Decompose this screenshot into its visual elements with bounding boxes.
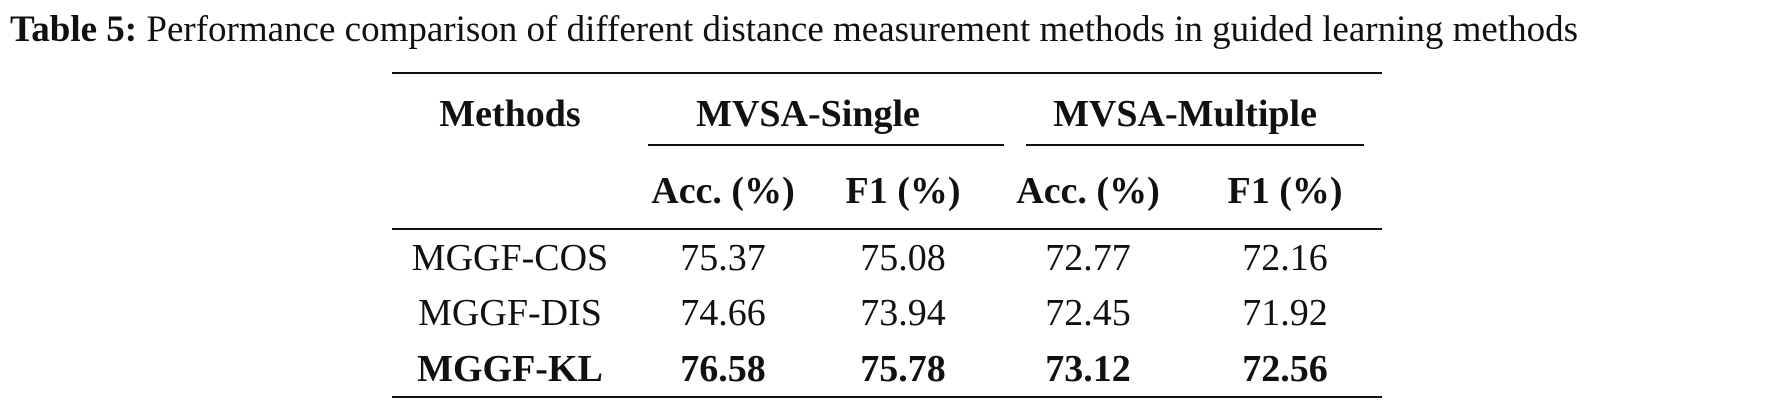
value-cell: 75.37 (680, 236, 766, 279)
value-cell: 75.08 (860, 236, 946, 279)
value-cell: 72.77 (1045, 236, 1131, 279)
value-cell: 72.16 (1242, 236, 1328, 279)
table-row: MGGF-COS 75.37 75.08 72.77 72.16 (392, 229, 1382, 285)
methods-header-spacer (392, 153, 628, 230)
group-header-mvsa-single: MVSA-Single (628, 72, 988, 153)
value-cell: 74.66 (680, 292, 766, 334)
metric-header: Acc. (%) (988, 153, 1188, 230)
method-cell: MGGF-COS (411, 236, 609, 279)
group-rule-mvsa-single (648, 144, 1004, 146)
group-header-mvsa-multiple: MVSA-Multiple (988, 72, 1382, 153)
value-cell: 72.56 (1188, 341, 1382, 398)
metric-header: F1 (%) (818, 153, 988, 230)
metric-header: Acc. (%) (628, 153, 818, 230)
method-cell: MGGF-DIS (418, 292, 602, 334)
metric-header: F1 (%) (1188, 153, 1382, 230)
results-table-container: Methods MVSA-Single MVSA-Multiple Acc. (… (392, 72, 1382, 420)
group-label-mvsa-multiple: MVSA-Multiple (1053, 92, 1317, 135)
value-cell: 73.94 (860, 292, 946, 334)
caption-label: Table 5: (10, 9, 138, 50)
group-rule-mvsa-multiple (1026, 144, 1364, 146)
methods-header: Methods (392, 72, 628, 153)
header-row-groups: Methods MVSA-Single MVSA-Multiple (392, 72, 1382, 153)
value-cell: 76.58 (628, 341, 818, 398)
group-label-mvsa-single: MVSA-Single (696, 92, 920, 135)
results-table: Methods MVSA-Single MVSA-Multiple Acc. (… (392, 72, 1382, 398)
table-row: MGGF-DIS 74.66 73.94 72.45 71.92 (392, 285, 1382, 341)
table-row-best: MGGF-KL 76.58 75.78 73.12 72.56 (392, 341, 1382, 398)
value-cell: 72.45 (1045, 292, 1131, 334)
value-cell: 73.12 (988, 341, 1188, 398)
method-cell: MGGF-KL (392, 341, 628, 398)
value-cell: 71.92 (1242, 292, 1328, 334)
header-row-metrics: Acc. (%) F1 (%) Acc. (%) F1 (%) (392, 153, 1382, 230)
caption-text: Performance comparison of different dist… (146, 9, 1578, 50)
value-cell: 75.78 (818, 341, 988, 398)
table-caption: Table 5: Performance comparison of diffe… (10, 6, 1770, 54)
